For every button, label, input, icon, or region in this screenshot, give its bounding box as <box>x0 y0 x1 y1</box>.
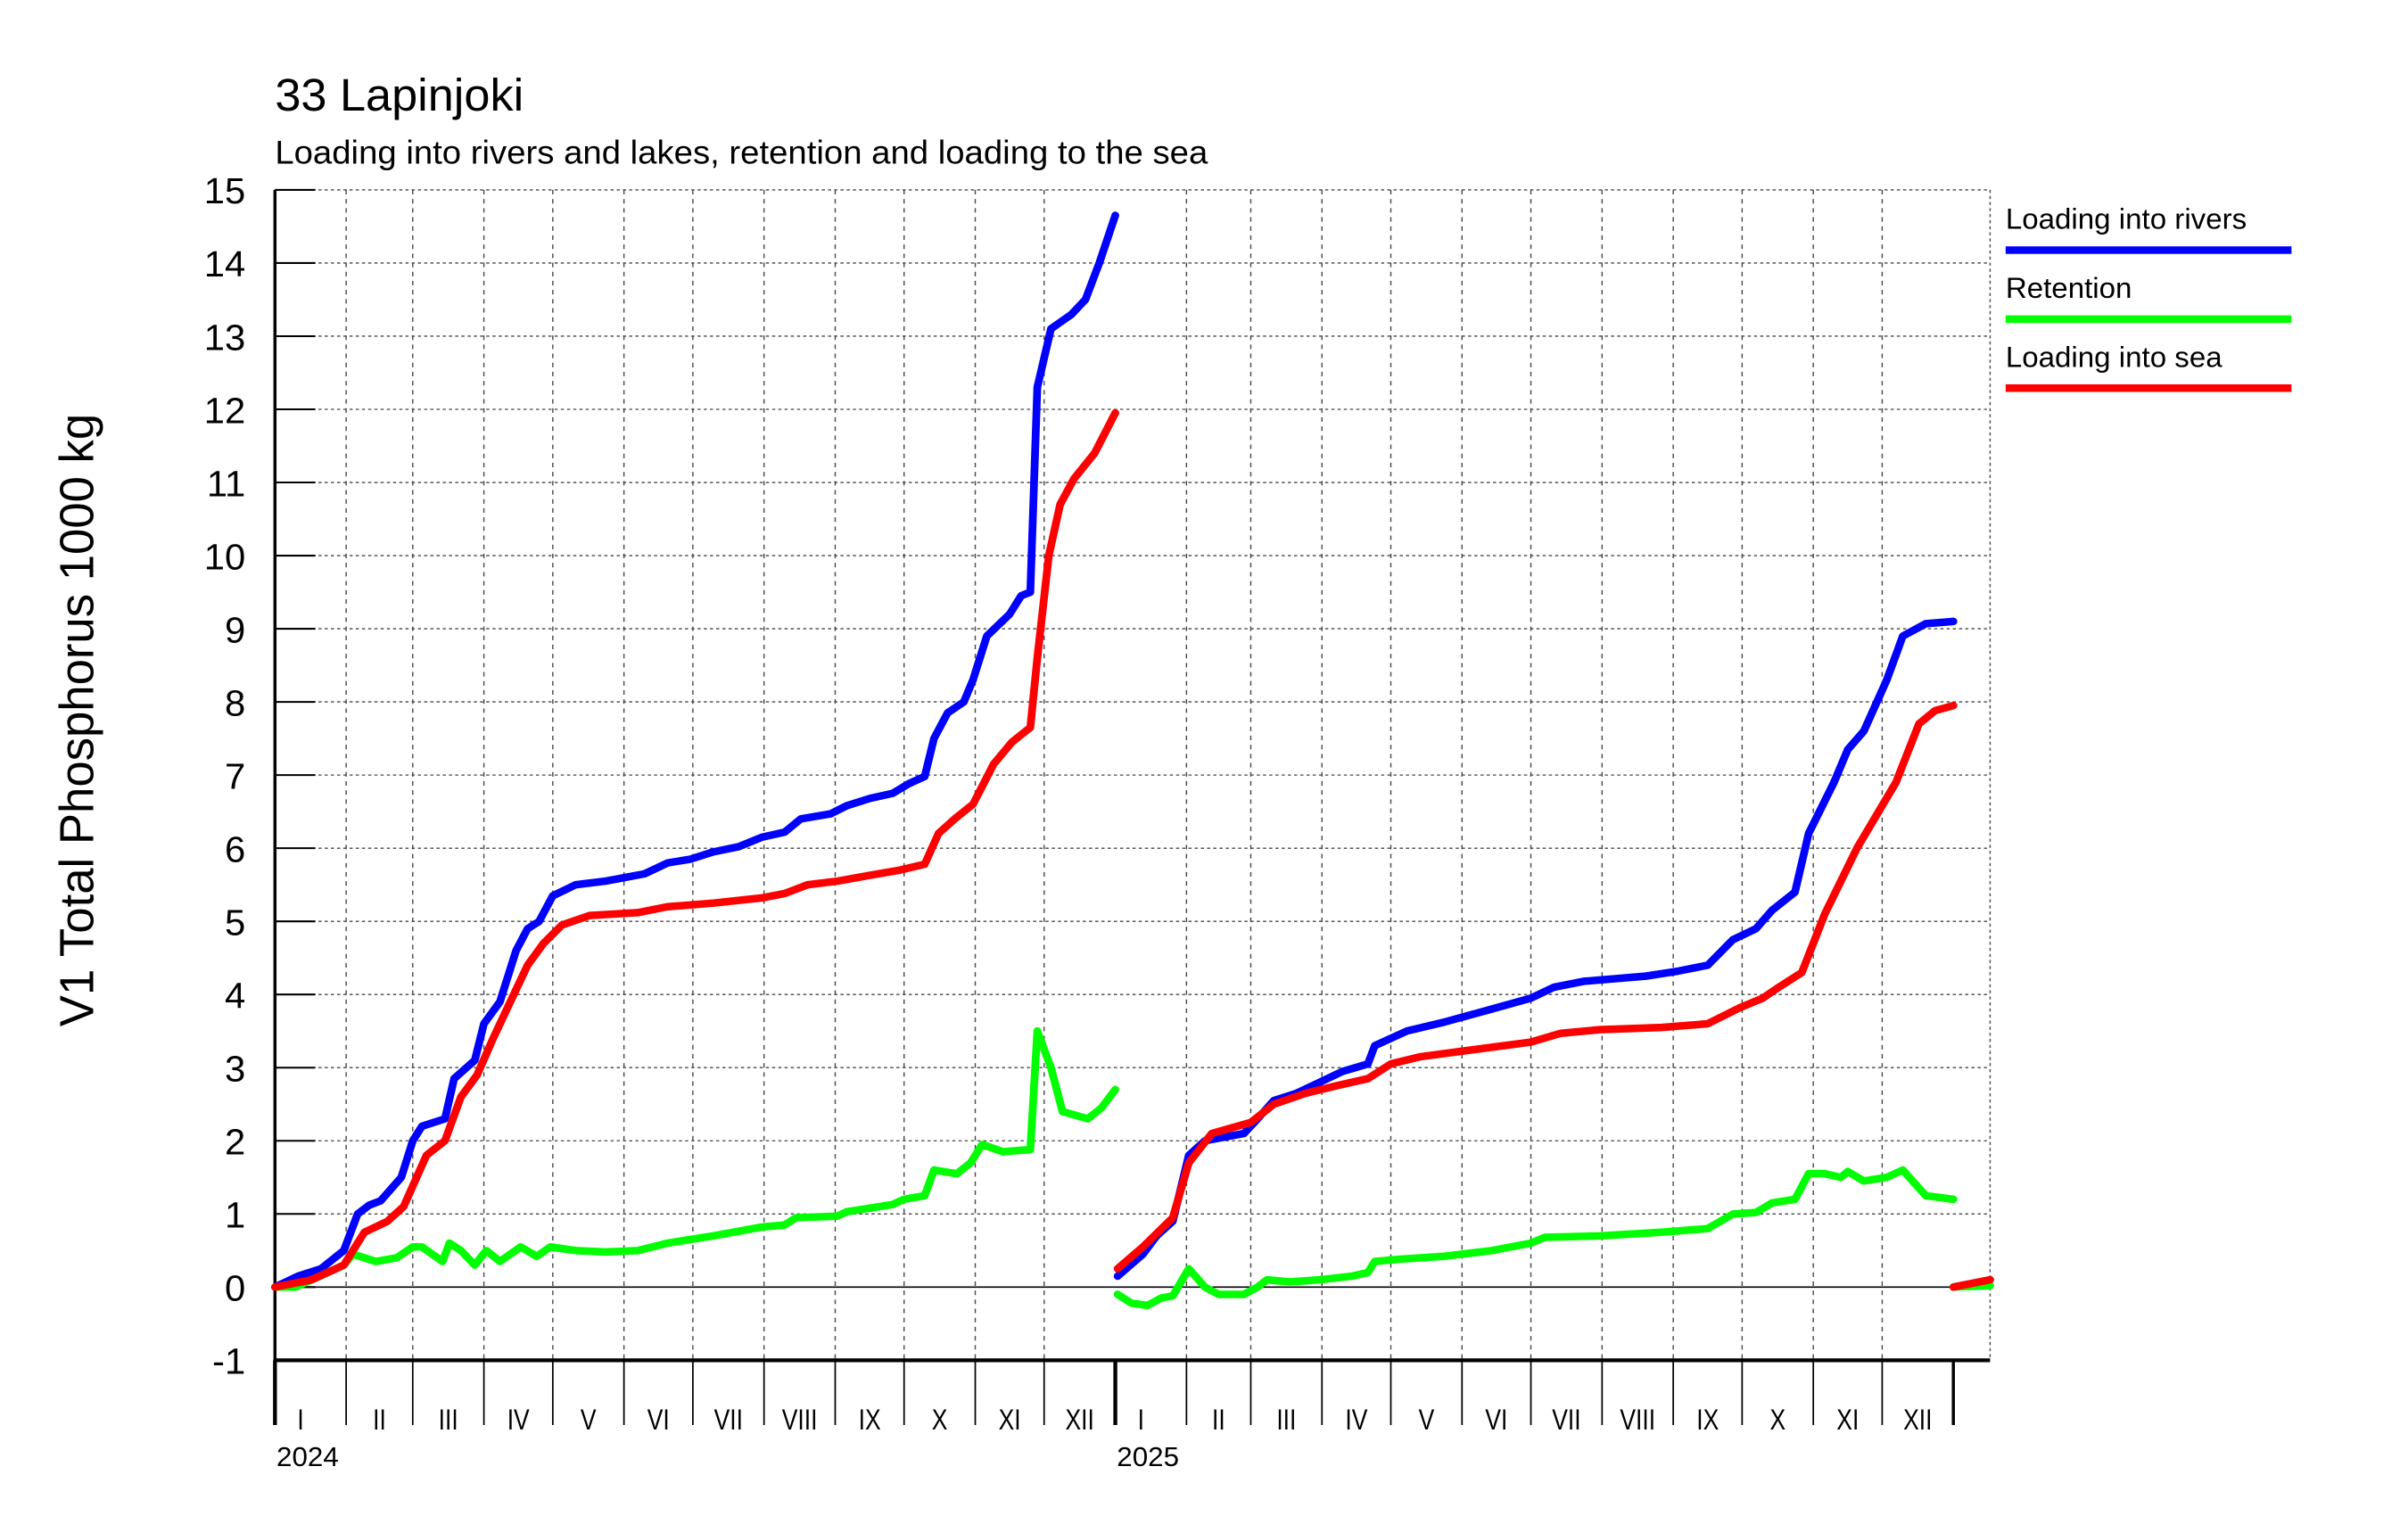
series-line-loading-into-rivers <box>1113 617 1958 1281</box>
y-tick-label: 5 <box>225 902 245 943</box>
series-line-retention <box>1113 1166 1958 1310</box>
month-label: VII <box>714 1405 743 1437</box>
month-label: VI <box>647 1405 670 1437</box>
y-tick-label: 8 <box>225 683 245 723</box>
month-label: VI <box>1485 1405 1507 1437</box>
y-tick-label: 2 <box>225 1122 245 1162</box>
month-label: III <box>1276 1405 1296 1437</box>
month-label: I <box>297 1405 303 1437</box>
legend: Loading into rivers Retention Loading into… <box>2005 202 2292 392</box>
series-line-loading-into-sea <box>270 408 1119 1291</box>
y-tick-label: 13 <box>204 317 245 358</box>
series-line-retention <box>270 1026 1119 1291</box>
y-tick-label: 6 <box>225 829 245 869</box>
grid <box>275 189 1992 1361</box>
month-label: IV <box>507 1405 530 1437</box>
year-label: 2025 <box>1117 1441 1179 1472</box>
month-label: III <box>439 1405 458 1437</box>
month-label: VII <box>1552 1405 1580 1437</box>
month-label: IV <box>1345 1405 1367 1437</box>
series-line-loading-into-rivers <box>270 211 1119 1291</box>
year-label: 2024 <box>276 1441 339 1472</box>
chart-subtitle: Loading into rivers and lakes, retention… <box>275 135 1208 171</box>
y-axis-label: V1 Total Phosphorus 1000 kg <box>51 414 104 1026</box>
y-tick-label: 3 <box>225 1049 245 1089</box>
month-label: VIII <box>1620 1405 1655 1437</box>
month-label: VIII <box>782 1405 818 1437</box>
month-label: I <box>1138 1405 1144 1437</box>
month-label: XII <box>1903 1405 1932 1437</box>
y-tick-label: 7 <box>225 756 245 796</box>
series-line-loading-into-sea <box>1113 701 1958 1273</box>
y-tick-label: 15 <box>204 171 245 211</box>
y-tick-label: 12 <box>204 391 245 431</box>
legend-label: Loading into sea <box>2006 341 2223 374</box>
month-label: X <box>932 1405 948 1437</box>
legend-label: Loading into rivers <box>2006 202 2247 235</box>
y-tick-label: 11 <box>207 464 245 504</box>
month-label: IX <box>1696 1405 1719 1437</box>
y-tick-label: 9 <box>225 610 245 650</box>
y-tick-label: 1 <box>225 1195 245 1235</box>
chart-title: 33 Lapinjoki <box>275 70 524 120</box>
month-label: XI <box>1836 1405 1859 1437</box>
month-label: V <box>1419 1405 1435 1437</box>
month-label: XI <box>999 1405 1021 1437</box>
month-label: XII <box>1065 1405 1093 1437</box>
y-tick-label: 10 <box>204 537 245 577</box>
month-label: V <box>581 1405 597 1437</box>
legend-label: Retention <box>2006 271 2132 304</box>
series-line-loading-into-sea <box>1949 1275 1994 1291</box>
month-label: II <box>1212 1405 1225 1437</box>
y-tick-label: 14 <box>204 244 245 284</box>
series-group <box>270 211 1994 1310</box>
y-tick-label: 0 <box>225 1268 245 1308</box>
y-tick-label: -1 <box>212 1341 245 1381</box>
month-label: II <box>373 1405 386 1437</box>
month-label: X <box>1769 1405 1785 1437</box>
y-tick-label: 4 <box>225 976 245 1016</box>
month-label: IX <box>859 1405 881 1437</box>
